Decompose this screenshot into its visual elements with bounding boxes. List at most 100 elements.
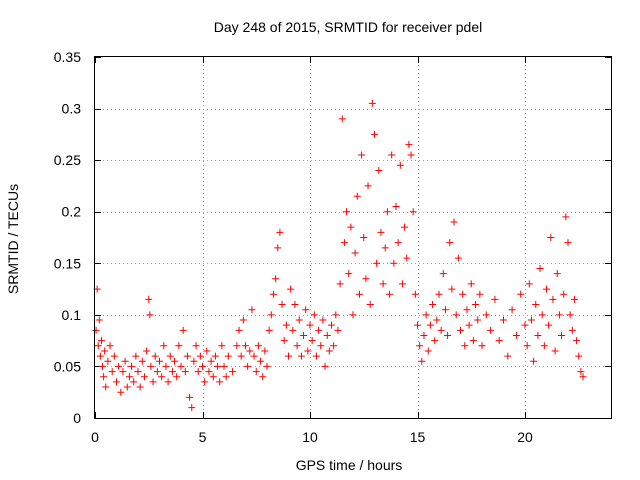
data-point bbox=[160, 342, 168, 350]
data-point bbox=[117, 388, 125, 396]
data-point bbox=[345, 270, 353, 278]
data-point bbox=[100, 373, 108, 381]
data-point bbox=[140, 373, 148, 381]
data-point bbox=[203, 347, 211, 355]
data-point bbox=[310, 311, 318, 319]
data-point bbox=[573, 337, 581, 345]
data-point bbox=[145, 295, 153, 303]
data-point bbox=[452, 311, 460, 319]
y-tick-label: 0.15 bbox=[54, 255, 81, 271]
data-point bbox=[186, 393, 194, 401]
data-point bbox=[388, 151, 396, 159]
data-point bbox=[351, 249, 359, 257]
data-point bbox=[512, 331, 520, 339]
data-point bbox=[99, 362, 107, 370]
data-point bbox=[263, 362, 271, 370]
data-point bbox=[104, 357, 112, 365]
data-point bbox=[146, 311, 154, 319]
data-point bbox=[379, 280, 387, 288]
data-point bbox=[162, 362, 170, 370]
grid bbox=[95, 57, 611, 418]
data-point bbox=[272, 275, 280, 283]
data-point bbox=[132, 352, 140, 360]
data-point bbox=[517, 290, 525, 298]
data-point bbox=[246, 347, 254, 355]
data-point bbox=[431, 337, 439, 345]
data-point bbox=[265, 326, 273, 334]
y-tick-label: 0.25 bbox=[54, 152, 81, 168]
data-point bbox=[358, 151, 366, 159]
data-point bbox=[568, 326, 576, 334]
data-point bbox=[420, 331, 428, 339]
data-point bbox=[555, 311, 563, 319]
data-point bbox=[214, 362, 222, 370]
data-point bbox=[340, 239, 348, 247]
data-point bbox=[381, 244, 389, 252]
data-point bbox=[543, 285, 550, 293]
data-point bbox=[209, 373, 217, 381]
data-point bbox=[237, 352, 245, 360]
data-point bbox=[478, 342, 486, 350]
data-point bbox=[545, 321, 553, 329]
data-point bbox=[414, 321, 421, 329]
data-point bbox=[136, 383, 144, 391]
data-point bbox=[394, 239, 402, 247]
data-point bbox=[366, 301, 374, 309]
data-point bbox=[205, 368, 213, 376]
data-point bbox=[201, 378, 209, 386]
data-point bbox=[158, 373, 166, 381]
x-tick-label: 5 bbox=[199, 429, 207, 445]
data-point bbox=[570, 295, 578, 303]
data-point bbox=[551, 347, 559, 355]
data-point bbox=[224, 352, 232, 360]
data-point bbox=[454, 254, 462, 262]
data-point bbox=[536, 264, 544, 272]
data-point bbox=[177, 362, 185, 370]
data-point bbox=[254, 342, 262, 350]
data-point bbox=[377, 228, 385, 236]
data-point bbox=[220, 362, 228, 370]
data-point bbox=[560, 290, 568, 298]
data-point bbox=[362, 275, 370, 283]
data-point bbox=[207, 357, 215, 365]
data-point bbox=[315, 326, 323, 334]
data-point bbox=[332, 311, 340, 319]
data-point bbox=[566, 311, 574, 319]
data-point bbox=[166, 352, 174, 360]
data-point bbox=[459, 290, 467, 298]
data-point bbox=[433, 316, 441, 324]
data-point bbox=[108, 368, 116, 376]
data-point bbox=[405, 141, 413, 149]
data-point bbox=[196, 352, 204, 360]
data-point bbox=[325, 347, 333, 355]
data-point bbox=[300, 331, 308, 339]
data-point bbox=[257, 357, 265, 365]
data-point bbox=[181, 368, 189, 376]
data-point bbox=[416, 342, 424, 350]
data-point bbox=[179, 326, 187, 334]
data-point bbox=[229, 368, 237, 376]
data-point bbox=[164, 378, 172, 386]
data-point bbox=[293, 342, 301, 350]
data-point bbox=[353, 192, 361, 200]
data-point bbox=[396, 161, 404, 169]
data-point bbox=[424, 347, 432, 355]
data-point bbox=[450, 218, 458, 226]
data-point bbox=[218, 342, 226, 350]
data-point bbox=[375, 166, 383, 174]
data-point bbox=[446, 239, 454, 247]
data-point bbox=[94, 342, 102, 350]
data-point bbox=[441, 306, 449, 314]
data-point bbox=[259, 373, 267, 381]
y-tick-label: 0.35 bbox=[54, 49, 81, 65]
data-point bbox=[500, 316, 507, 324]
data-point bbox=[334, 326, 342, 334]
data-point bbox=[504, 352, 512, 360]
data-point bbox=[173, 373, 181, 381]
data-point bbox=[467, 280, 475, 288]
data-point bbox=[106, 342, 114, 350]
data-point bbox=[306, 321, 314, 329]
data-point bbox=[534, 331, 542, 339]
data-point bbox=[250, 352, 258, 360]
data-point bbox=[508, 306, 516, 314]
